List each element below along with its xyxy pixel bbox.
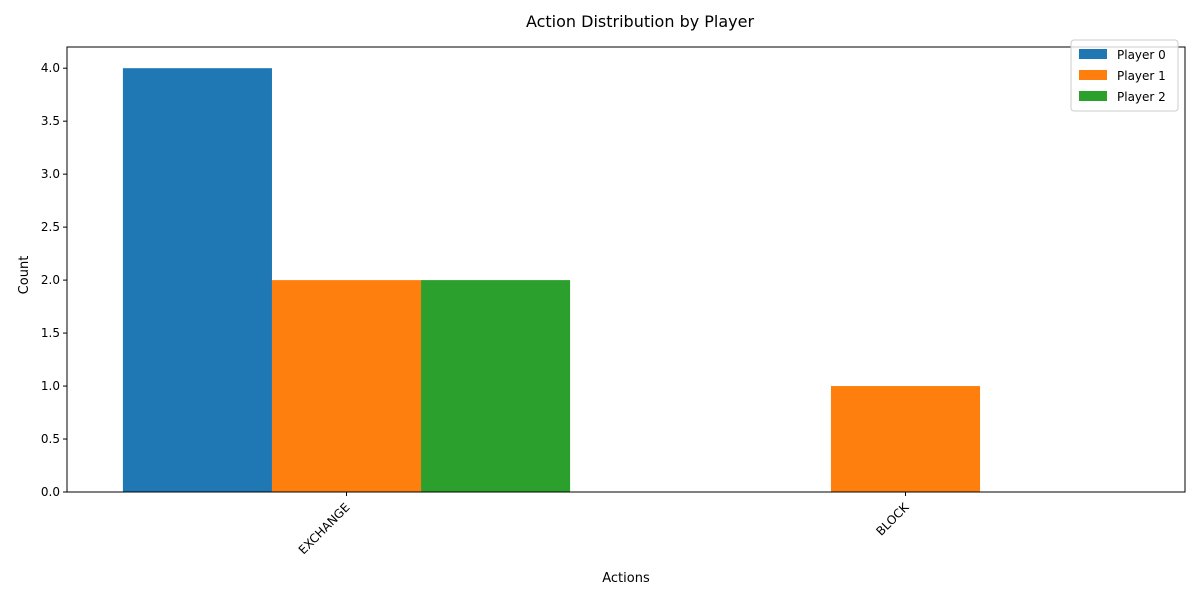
bars-layer: [122, 68, 981, 492]
bar-player-2-exchange: [421, 280, 571, 492]
legend-label-player-1: Player 1: [1117, 69, 1166, 83]
y-tick-label: 2.0: [41, 273, 60, 287]
legend-swatch-player-0: [1079, 49, 1107, 59]
x-tick-label: BLOCK: [873, 499, 912, 538]
y-tick-label: 2.5: [41, 220, 60, 234]
legend-label-player-2: Player 2: [1117, 90, 1166, 104]
y-axis-label: Count: [17, 256, 32, 295]
x-axis-label: Actions: [602, 571, 650, 586]
y-tick-label: 0.5: [41, 432, 60, 446]
y-tick-label: 3.0: [41, 167, 60, 181]
y-tick-label: 1.5: [41, 326, 60, 340]
legend-label-player-0: Player 0: [1117, 48, 1166, 62]
legend: Player 0 Player 1 Player 2: [1070, 39, 1179, 112]
y-tick-label: 1.0: [41, 379, 60, 393]
y-tick-label: 4.0: [41, 61, 60, 75]
legend-swatch-player-2: [1079, 91, 1107, 101]
plot-frame: [66, 46, 1186, 493]
y-axis: 0.0 0.5 1.0 1.5 2.0 2.5 3.0 3.5 4.0: [41, 61, 67, 499]
chart-title: Action Distribution by Player: [526, 12, 755, 31]
y-tick-label: 3.5: [41, 114, 60, 128]
bar-player-1-exchange: [271, 280, 422, 492]
bar-player-1-block: [830, 386, 981, 492]
bar-player-0-exchange: [122, 68, 272, 492]
legend-swatch-player-1: [1079, 70, 1107, 80]
y-tick-label: 0.0: [41, 485, 60, 499]
x-tick-label: EXCHANGE: [296, 500, 353, 557]
x-axis: EXCHANGE BLOCK: [296, 492, 912, 557]
